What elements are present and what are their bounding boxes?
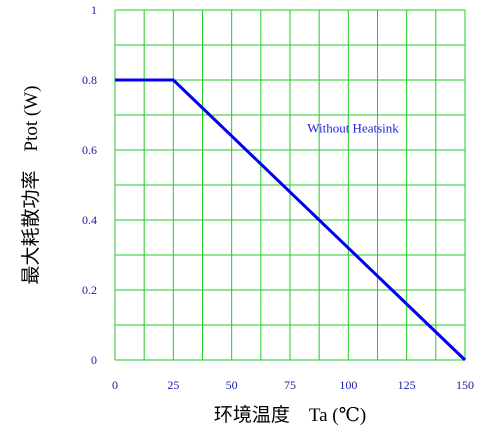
y-tick-label: 0 bbox=[91, 353, 97, 367]
annotation-group: Without Heatsink bbox=[307, 121, 399, 136]
x-tick-label: 150 bbox=[456, 378, 474, 392]
x-axis-label: 环境温度 Ta (℃) bbox=[214, 404, 366, 426]
y-axis-label: 最大耗散功率 Ptot (W) bbox=[20, 86, 42, 285]
y-tick-label: 0.2 bbox=[82, 283, 97, 297]
y-tick-label: 1 bbox=[91, 3, 97, 17]
annotation-label: Without Heatsink bbox=[307, 121, 399, 136]
y-tick-label: 0.8 bbox=[82, 73, 97, 87]
x-tick-label: 100 bbox=[339, 378, 357, 392]
x-tick-labels: 0 25 50 75 100 125 150 bbox=[112, 378, 474, 392]
x-tick-label: 25 bbox=[167, 378, 179, 392]
y-tick-labels: 0 0.2 0.4 0.6 0.8 1 bbox=[82, 3, 97, 367]
x-tick-label: 75 bbox=[284, 378, 296, 392]
series-line bbox=[115, 78, 467, 362]
x-tick-label: 50 bbox=[226, 378, 238, 392]
grid-lines bbox=[114, 9, 466, 361]
series-group bbox=[115, 78, 467, 362]
x-tick-label: 125 bbox=[398, 378, 416, 392]
x-tick-label: 0 bbox=[112, 378, 118, 392]
y-tick-label: 0.4 bbox=[82, 213, 97, 227]
y-tick-label: 0.6 bbox=[82, 143, 97, 157]
